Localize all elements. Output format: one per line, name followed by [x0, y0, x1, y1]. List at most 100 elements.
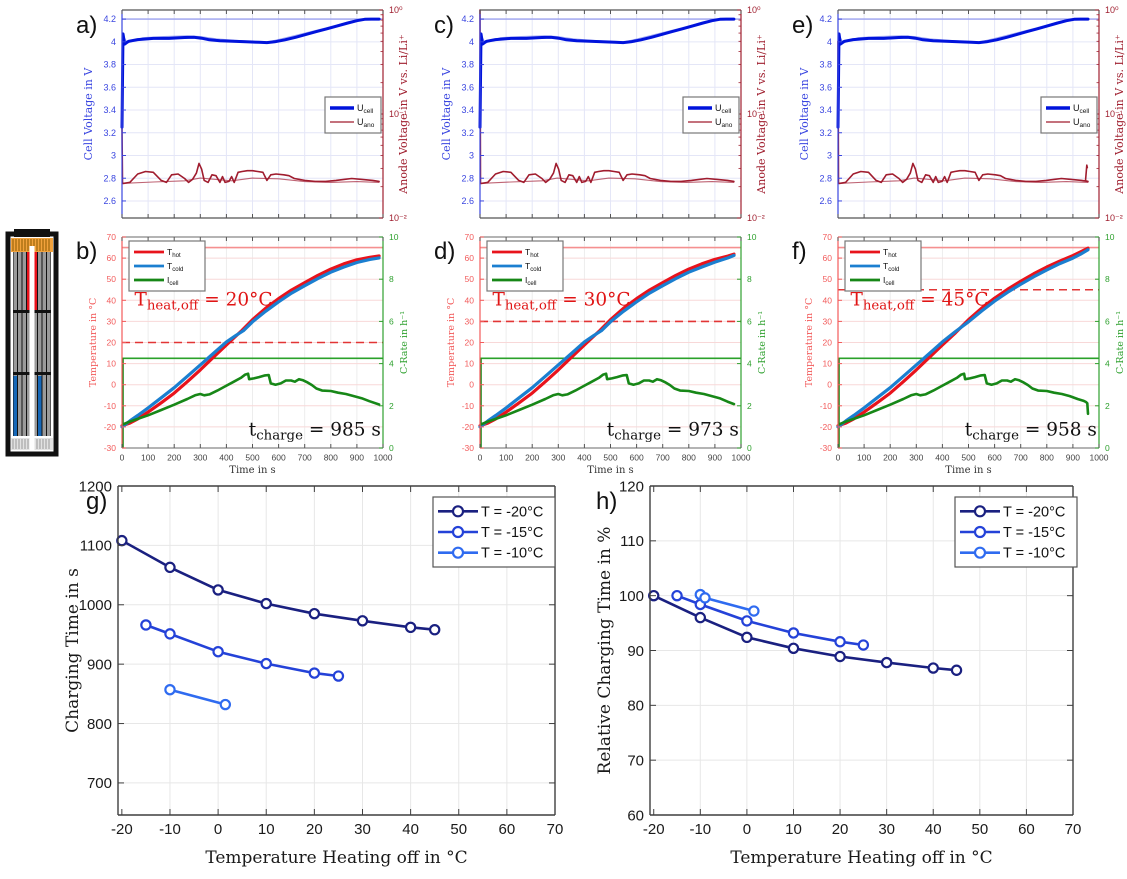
- y2-tick-label: 10: [747, 232, 757, 242]
- g-series-minus20-marker: [164, 561, 176, 574]
- legend-entry-label: T = -20°C: [1003, 504, 1065, 520]
- y-tick-label: 50: [465, 274, 475, 284]
- x-tick-label: 10: [785, 821, 802, 838]
- panel-c: 2.6 2.8 3 3.2 3.4 3.6 3.8 4 4.2 10⁰ 10⁻¹ 10⁻² Cell V…: [434, 5, 768, 223]
- legend-marker: [973, 525, 987, 539]
- y2-axis-label: C-Rate in h⁻¹: [399, 311, 410, 374]
- y-tick-label: 0: [111, 380, 116, 390]
- y2-tick-label: 10⁻¹: [389, 109, 407, 119]
- y-tick-label: 40: [107, 295, 117, 305]
- b-i-cell-curve: [121, 372, 381, 426]
- y-tick-label: 1000: [79, 597, 112, 614]
- panel-h: -20 -10 0 10 20 30 40 50 60 70 60 70 80 90 100 110 120 Te…: [595, 478, 1081, 868]
- battery-part: [33, 252, 37, 312]
- y2-tick-label: 6: [1105, 316, 1110, 326]
- legend-marker: [451, 546, 465, 559]
- legend-entry-label: Tcold: [525, 261, 541, 273]
- y2-axis-label: Anode Voltage in V vs. Li/Li⁺: [1113, 34, 1126, 195]
- h-series-minus10-marker: [748, 605, 760, 617]
- legend-entry-label: Uano: [357, 117, 375, 129]
- legend-box: [1040, 96, 1098, 134]
- x-tick-label: 40: [925, 821, 942, 838]
- h-series-minus20-marker: [787, 642, 800, 655]
- y-tick-label: -20: [104, 422, 117, 432]
- g-series-minus20-marker: [404, 621, 417, 634]
- f-i-cell-curve: [837, 372, 1090, 426]
- y-tick-label: 40: [465, 295, 475, 305]
- y-tick-label: 3.4: [103, 105, 116, 115]
- battery-part: [22, 252, 26, 436]
- x-tick-label: 900: [1066, 453, 1080, 463]
- x-tick-label: 1000: [732, 453, 751, 463]
- y-tick-label: 4.2: [103, 14, 116, 24]
- panel-a: 2.6 2.8 3 3.2 3.4 3.6 3.8 4 4.2 10⁰ 10⁻¹ 10⁻² Cell V…: [76, 5, 410, 223]
- battery-part: [13, 252, 31, 436]
- y-tick-label: 4: [827, 37, 832, 47]
- annotation: tcharge = 958 s: [965, 419, 1097, 443]
- h-series-minus20-marker: [741, 631, 753, 644]
- e-u-ano-flat-curve: [837, 177, 1089, 184]
- y2-axis-label: Anode Voltage in V vs. Li/Li⁺: [397, 34, 410, 195]
- battery-part: [18, 252, 22, 436]
- y-tick-label: 50: [107, 274, 117, 284]
- g-series-minus20-marker: [212, 584, 224, 596]
- a-u-cell-curve: [120, 17, 381, 129]
- y-tick-label: -30: [462, 443, 475, 453]
- annotation: Theat,off = 20°C: [135, 290, 273, 314]
- y2-axis-label: C-Rate in h⁻¹: [1115, 311, 1126, 374]
- x-tick-label: 0: [836, 453, 841, 463]
- legend: Thot Tcold Icell: [128, 240, 206, 292]
- h-series-minus15-marker: [671, 589, 683, 602]
- legend: Ucell Uano: [682, 96, 740, 134]
- x-tick-label: 800: [682, 453, 696, 463]
- x-tick-label: 70: [547, 821, 564, 838]
- battery-schematic: [5, 229, 59, 457]
- legend-marker: [451, 505, 465, 518]
- y-tick-label: 20: [823, 337, 833, 347]
- y-tick-label: 4.2: [461, 14, 474, 24]
- x-tick-label: 400: [219, 453, 233, 463]
- h-series-minus15-marker: [741, 615, 753, 627]
- g-series-minus15-marker: [164, 628, 176, 640]
- y2-tick-label: 2: [389, 401, 394, 411]
- legend-entry-label: T = -20°C: [481, 504, 543, 520]
- x-tick-label: 100: [499, 453, 513, 463]
- y-tick-label: 900: [87, 656, 112, 673]
- x-tick-label: 300: [909, 453, 923, 463]
- b-t-cold-curve: [120, 256, 381, 429]
- y-tick-label: 0: [469, 380, 474, 390]
- y-tick-label: 30: [107, 316, 117, 326]
- g-series-minus15-marker: [212, 645, 224, 658]
- g-series-minus15-marker: [308, 667, 321, 679]
- y2-tick-label: 0: [1105, 443, 1110, 453]
- battery-part: [47, 252, 51, 436]
- x-tick-label: -20: [111, 821, 133, 838]
- legend-entry-label: Uano: [715, 117, 733, 129]
- gridlines: [118, 486, 555, 815]
- y-tick-label: 3.6: [103, 82, 116, 92]
- y2-tick-label: 10⁻¹: [747, 109, 765, 119]
- y2-tick-label: 8: [1105, 274, 1110, 284]
- h-series-minus20-marker: [927, 662, 939, 674]
- y2-tick-label: 10⁰: [1105, 5, 1119, 15]
- x-tick-label: 400: [577, 453, 591, 463]
- legend: T = -20°C T = -15°C T = -10°C: [954, 496, 1078, 568]
- y2-tick-label: 10: [1105, 232, 1115, 242]
- y-axis-label: Charging Time in s: [63, 568, 83, 733]
- y-tick-label: 3: [827, 151, 832, 161]
- y-tick-label: 3.2: [103, 128, 116, 138]
- legend: T = -20°C T = -15°C T = -10°C: [432, 496, 556, 568]
- x-tick-label: 0: [743, 821, 751, 838]
- x-tick-label: 0: [120, 453, 125, 463]
- battery-part: [13, 252, 17, 436]
- x-tick-label: 0: [478, 453, 483, 463]
- d-i-cell-curve: [479, 372, 736, 426]
- f-t-cold-curve: [836, 248, 1090, 429]
- x-tick-label: 0: [214, 821, 222, 838]
- g-series-minus20-marker: [428, 624, 441, 636]
- y-tick-label: -30: [820, 443, 833, 453]
- panel-letter-h: h): [596, 488, 617, 515]
- g-series-minus20-marker: [260, 597, 272, 610]
- y-tick-label: 120: [619, 478, 644, 495]
